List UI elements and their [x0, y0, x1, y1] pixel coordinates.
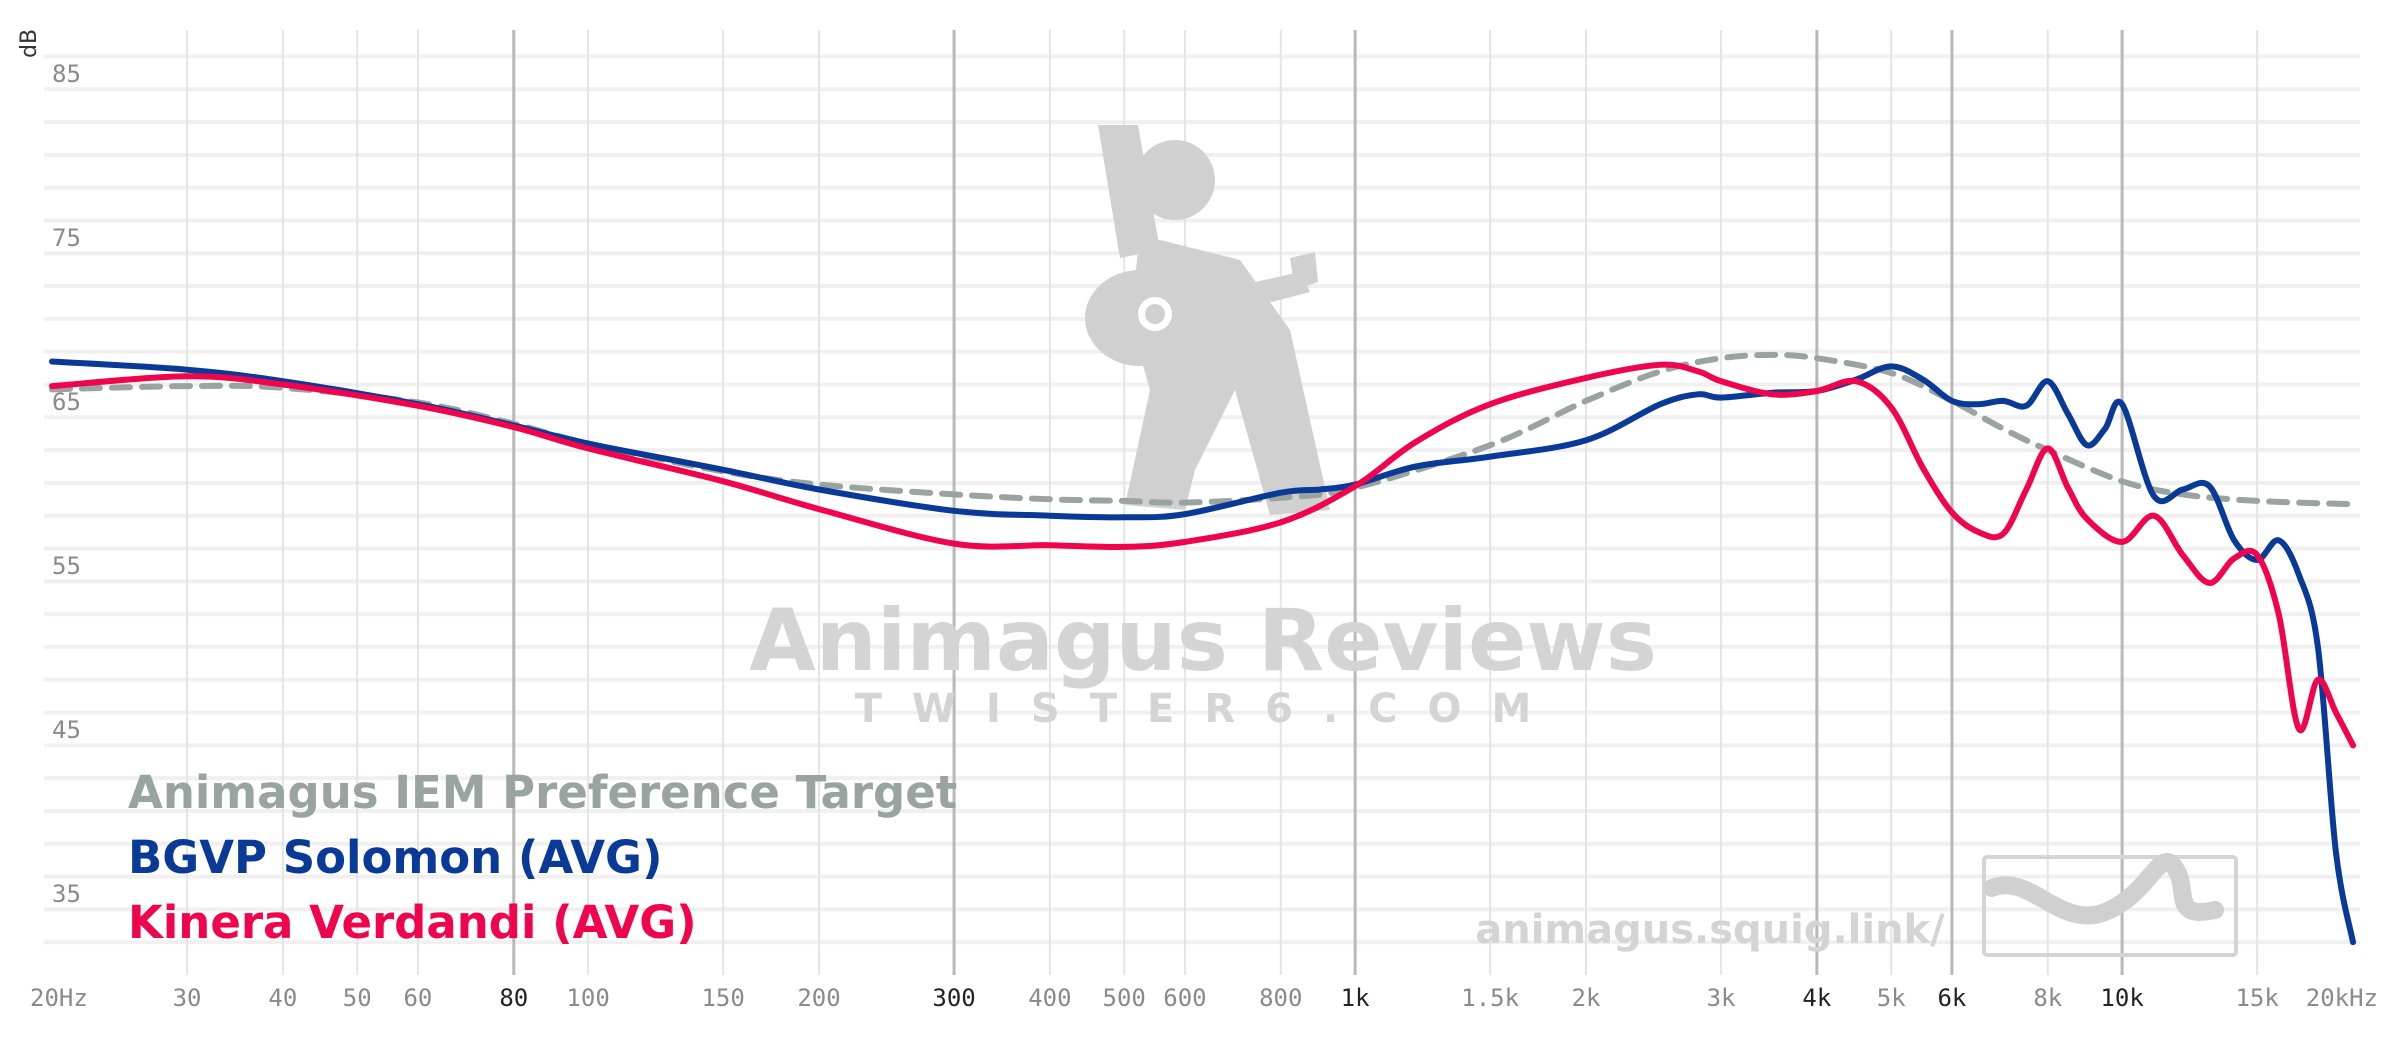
x-tick-label: 1.5k — [1461, 984, 1519, 1012]
x-tick-label: 5k — [1877, 984, 1906, 1012]
curve-kinera-verdandi — [49, 361, 2356, 749]
x-tick-label: 100 — [566, 984, 609, 1012]
y-axis-label: dB — [17, 29, 42, 58]
x-tick-label: 600 — [1163, 984, 1206, 1012]
x-tick-label: 150 — [701, 984, 744, 1012]
legend-item-target: Animagus IEM Preference Target — [128, 766, 957, 819]
curves — [49, 351, 2356, 946]
x-tick-label: 500 — [1103, 984, 1146, 1012]
x-tick-label: 4k — [1802, 984, 1831, 1012]
x-tick-label: 80 — [499, 984, 528, 1012]
y-axis-ticks: 85 75 65 55 45 35 — [52, 60, 81, 908]
y-tick-label: 75 — [52, 224, 81, 252]
x-tick-label: 10k — [2100, 984, 2144, 1012]
watermark-title: Animagus Reviews — [749, 591, 1657, 691]
guitar-player-icon — [1085, 125, 1330, 515]
x-axis-ticks: 20Hz 30 40 50 60 80 100 150 200 300 400 500 600 800 1k… — [30, 984, 2378, 1012]
x-tick-label: 400 — [1028, 984, 1071, 1012]
x-tick-label: 8k — [2033, 984, 2062, 1012]
x-tick-label: 300 — [932, 984, 975, 1012]
x-tick-label: 20Hz — [30, 984, 88, 1012]
y-tick-label: 45 — [52, 716, 81, 744]
y-tick-label: 35 — [52, 880, 81, 908]
x-tick-label: 30 — [173, 984, 202, 1012]
x-tick-label: 20kHz — [2306, 984, 2378, 1012]
x-tick-label: 3k — [1707, 984, 1736, 1012]
x-tick-label: 50 — [343, 984, 372, 1012]
wave-badge-icon — [1982, 853, 2238, 957]
x-tick-label: 200 — [797, 984, 840, 1012]
y-tick-label: 55 — [52, 552, 81, 580]
y-tick-label: 65 — [52, 388, 81, 416]
x-tick-label: 1k — [1341, 984, 1370, 1012]
watermark-url: animagus.squig.link/ — [1475, 907, 1945, 953]
x-tick-label: 15k — [2235, 984, 2279, 1012]
x-tick-label: 6k — [1937, 984, 1966, 1012]
y-tick-label: 85 — [52, 60, 81, 88]
x-tick-label: 60 — [403, 984, 432, 1012]
legend-item-bgvp-solomon: BGVP Solomon (AVG) — [128, 831, 663, 884]
legend: Animagus IEM Preference Target BGVP Solo… — [128, 766, 957, 949]
x-tick-label: 2k — [1572, 984, 1601, 1012]
watermark-subtitle: TWISTER6.COM — [855, 686, 1562, 732]
x-tick-label: 800 — [1259, 984, 1302, 1012]
watermark: Animagus Reviews TWISTER6.COM animagus.s… — [749, 125, 2238, 957]
legend-item-kinera-verdandi: Kinera Verdandi (AVG) — [128, 896, 697, 949]
x-tick-label: 40 — [268, 984, 297, 1012]
